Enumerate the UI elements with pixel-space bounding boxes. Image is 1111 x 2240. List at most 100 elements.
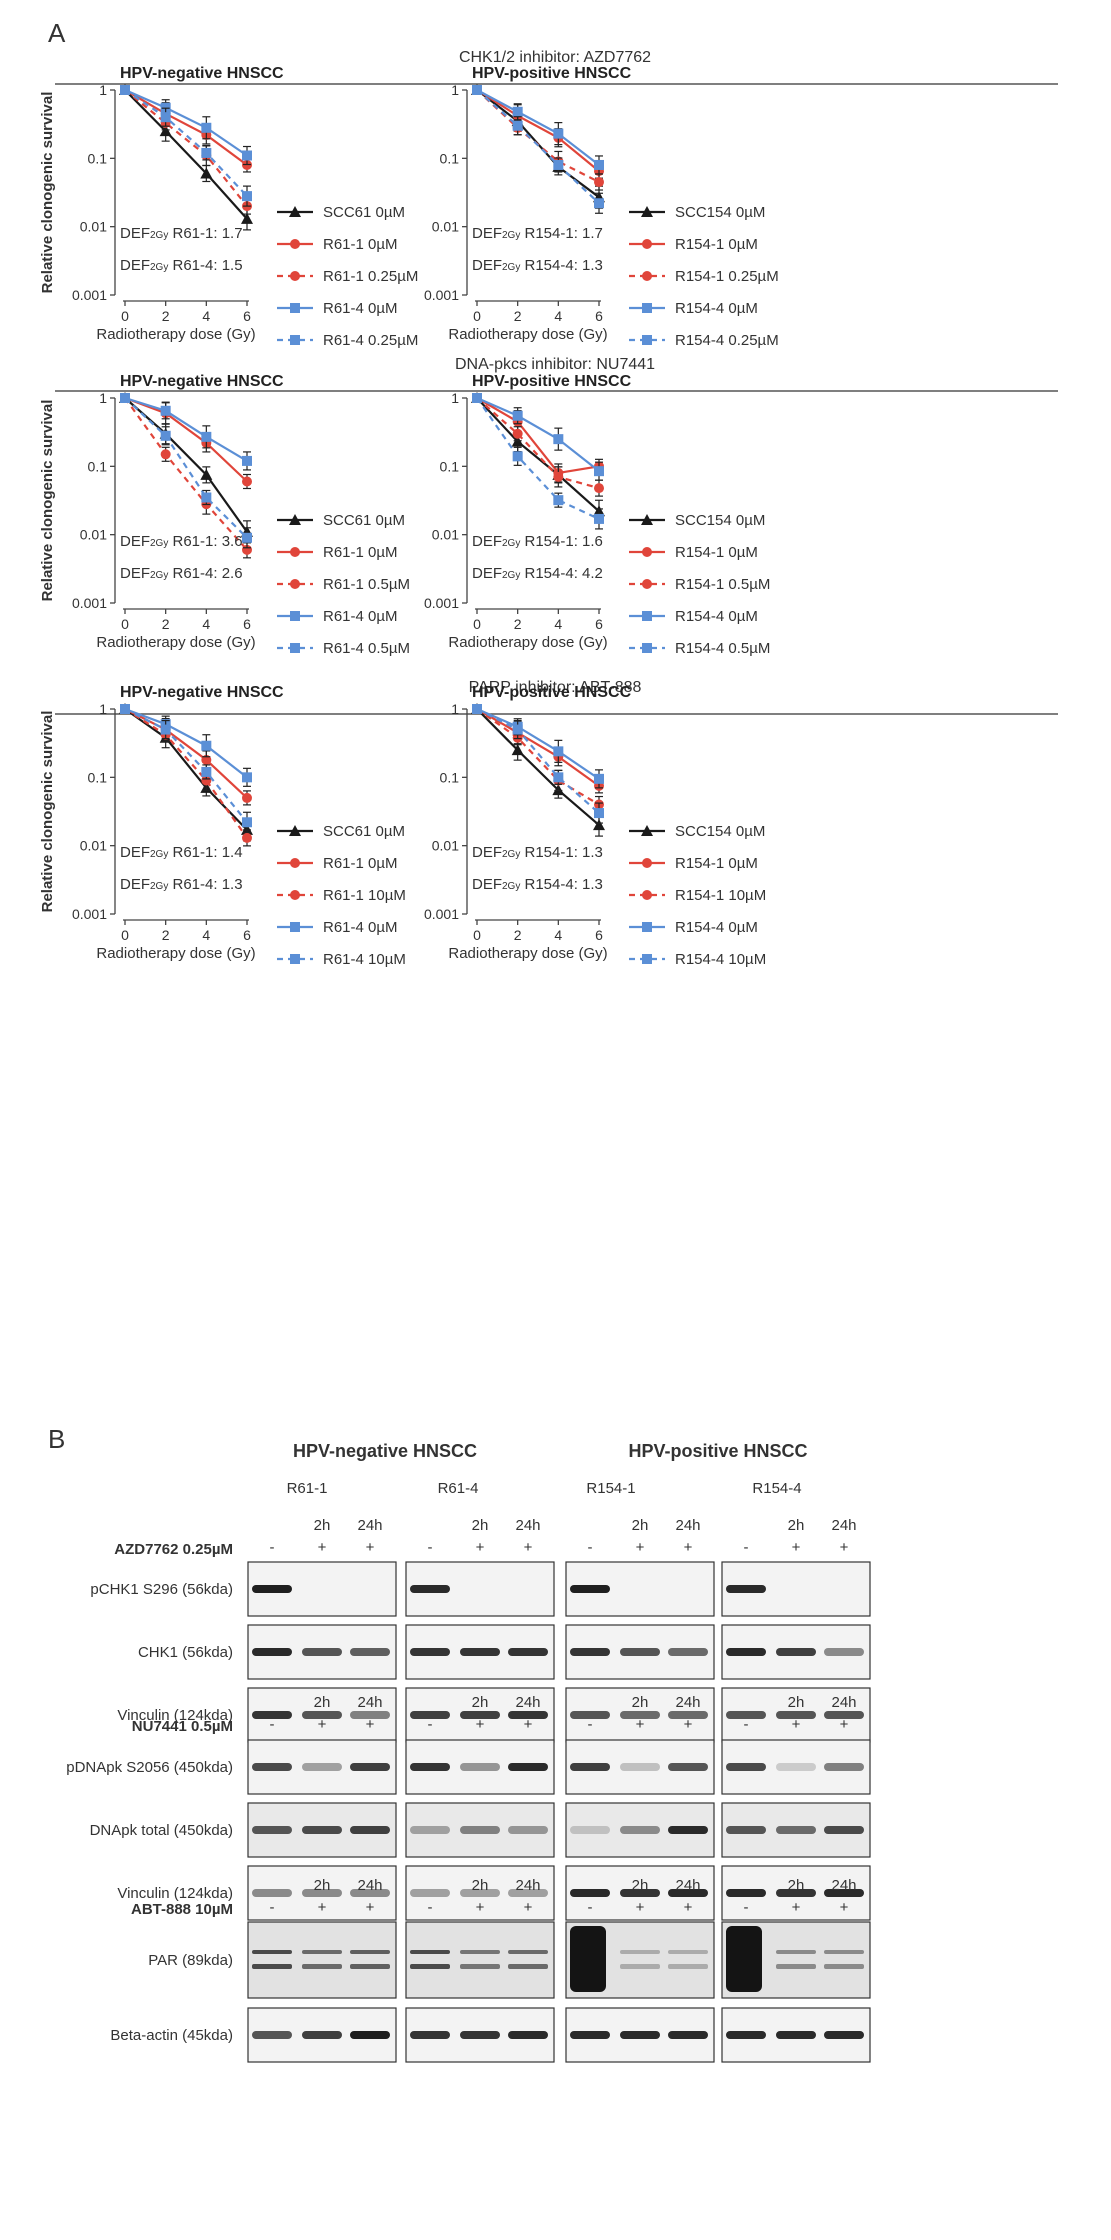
blot-band [726,1648,766,1656]
blot-band [570,1763,610,1771]
blot-band [726,2031,766,2039]
data-point [160,724,171,735]
time-label: 24h [831,1694,856,1711]
treatment-sign: + [366,1716,375,1733]
blot-row-label: CHK1 (56kda) [138,1644,233,1661]
legend-label: R154-4 0µM [675,919,758,936]
def-annotation: DEF2Gy R154-1: 1.6 [472,533,603,550]
treatment-sign: - [588,1899,593,1916]
data-point [160,430,171,441]
legend-label: R61-1 0.25µM [323,268,418,285]
chart-title: HPV-negative HNSCC [120,373,284,390]
legend-marker [290,858,300,868]
x-tick-label: 4 [202,927,210,943]
sections: CHK1/2 inhibitor: AZD7762 DNA-pkcs inhibi… [55,49,1058,715]
survival-chart: 1 0.1 0.01 0.001 0 2 4 6 Radiotherapy dose (Gy) H… [424,373,770,657]
data-point [593,819,605,831]
time-label: 2h [472,1694,489,1711]
y-tick-label: 0.01 [432,527,459,543]
blot-band [508,1763,548,1771]
x-tick-label: 2 [514,616,522,632]
legend-marker [642,271,652,281]
data-point [553,471,564,482]
x-tick-label: 0 [473,308,481,324]
blot-band [460,1950,500,1954]
blot-band [350,1964,390,1969]
blot-band [350,1950,390,1954]
data-point [512,428,523,439]
blot-band [824,1826,864,1834]
blot-band [252,1648,292,1656]
legend-label: R61-4 0.25µM [323,332,418,349]
time-label: 24h [515,1877,540,1894]
data-point [120,393,130,403]
legend-marker [290,922,300,932]
def-annotation: DEF2Gy R61-1: 1.4 [120,844,243,861]
legend-label: R61-4 0µM [323,608,398,625]
legend-label: R61-1 0µM [323,544,398,561]
data-point [120,704,130,714]
def-annotation: DEF2Gy R61-4: 1.3 [120,876,243,893]
blot-band [570,2031,610,2039]
blot-band [620,1763,660,1771]
blot-band [410,1964,450,1969]
treatment-sign: + [840,1539,849,1556]
blot-band [460,2031,500,2039]
legend-label: R61-1 10µM [323,887,406,904]
data-point [200,468,213,480]
treatment-sign: + [684,1899,693,1916]
blot-row-label: PAR (89kda) [148,1952,233,1969]
blot-band [508,1826,548,1834]
legend-label: R154-1 0µM [675,236,758,253]
x-tick-label: 6 [595,616,603,632]
blot-band [668,1964,708,1969]
blot-band [668,1711,708,1719]
legend-label: SCC61 0µM [323,512,405,529]
legend-marker [641,825,653,836]
treatment-label: ABT-888 10µM [131,1901,233,1918]
blot-band [726,1711,766,1719]
treatment-sign: - [588,1716,593,1733]
legend-label: SCC61 0µM [323,823,405,840]
data-point [242,817,252,828]
data-point [594,773,604,784]
y-tick-label: 0.1 [440,769,460,785]
y-tick-label: 1 [99,82,107,98]
series-line [124,89,248,220]
def-annotation: DEF2Gy R61-1: 3.6 [120,533,243,550]
data-point [472,704,482,714]
data-point [553,772,564,783]
y-tick-label: 0.001 [424,595,459,611]
treatment-sign: + [524,1716,533,1733]
series-line [124,89,248,197]
legend-marker [290,335,300,345]
time-label: 24h [675,1877,700,1894]
blot-band [570,1585,610,1593]
section-title: DNA-pkcs inhibitor: NU7441 [455,356,655,373]
group-title: HPV-negative HNSCC [293,1441,477,1461]
panel-a: A [48,18,66,48]
blot-band [824,1763,864,1771]
blot-band [570,1648,610,1656]
survival-chart: 1 0.1 0.01 0.001 0 2 4 6 Radiotherapy dose (Gy) R… [39,684,406,968]
blot-band [350,1889,390,1897]
blot-band [726,1763,766,1771]
chart-title: HPV-positive HNSCC [472,65,632,82]
blot-band [776,1950,816,1954]
blot-band [508,1950,548,1954]
series-line [476,707,600,780]
time-label: 2h [788,1877,805,1894]
panel-b-label: B [48,1424,65,1454]
blot-band [350,1826,390,1834]
legend-marker [642,890,652,900]
blot-band [410,1585,450,1593]
chart-title: HPV-positive HNSCC [472,373,632,390]
data-point [242,150,252,161]
y-tick-label: 0.01 [80,219,107,235]
def-annotation: DEF2Gy R154-1: 1.3 [472,844,603,861]
x-axis-label: Radiotherapy dose (Gy) [448,634,607,651]
data-point [242,532,252,543]
blot-band [824,1648,864,1656]
series-line [476,708,600,787]
